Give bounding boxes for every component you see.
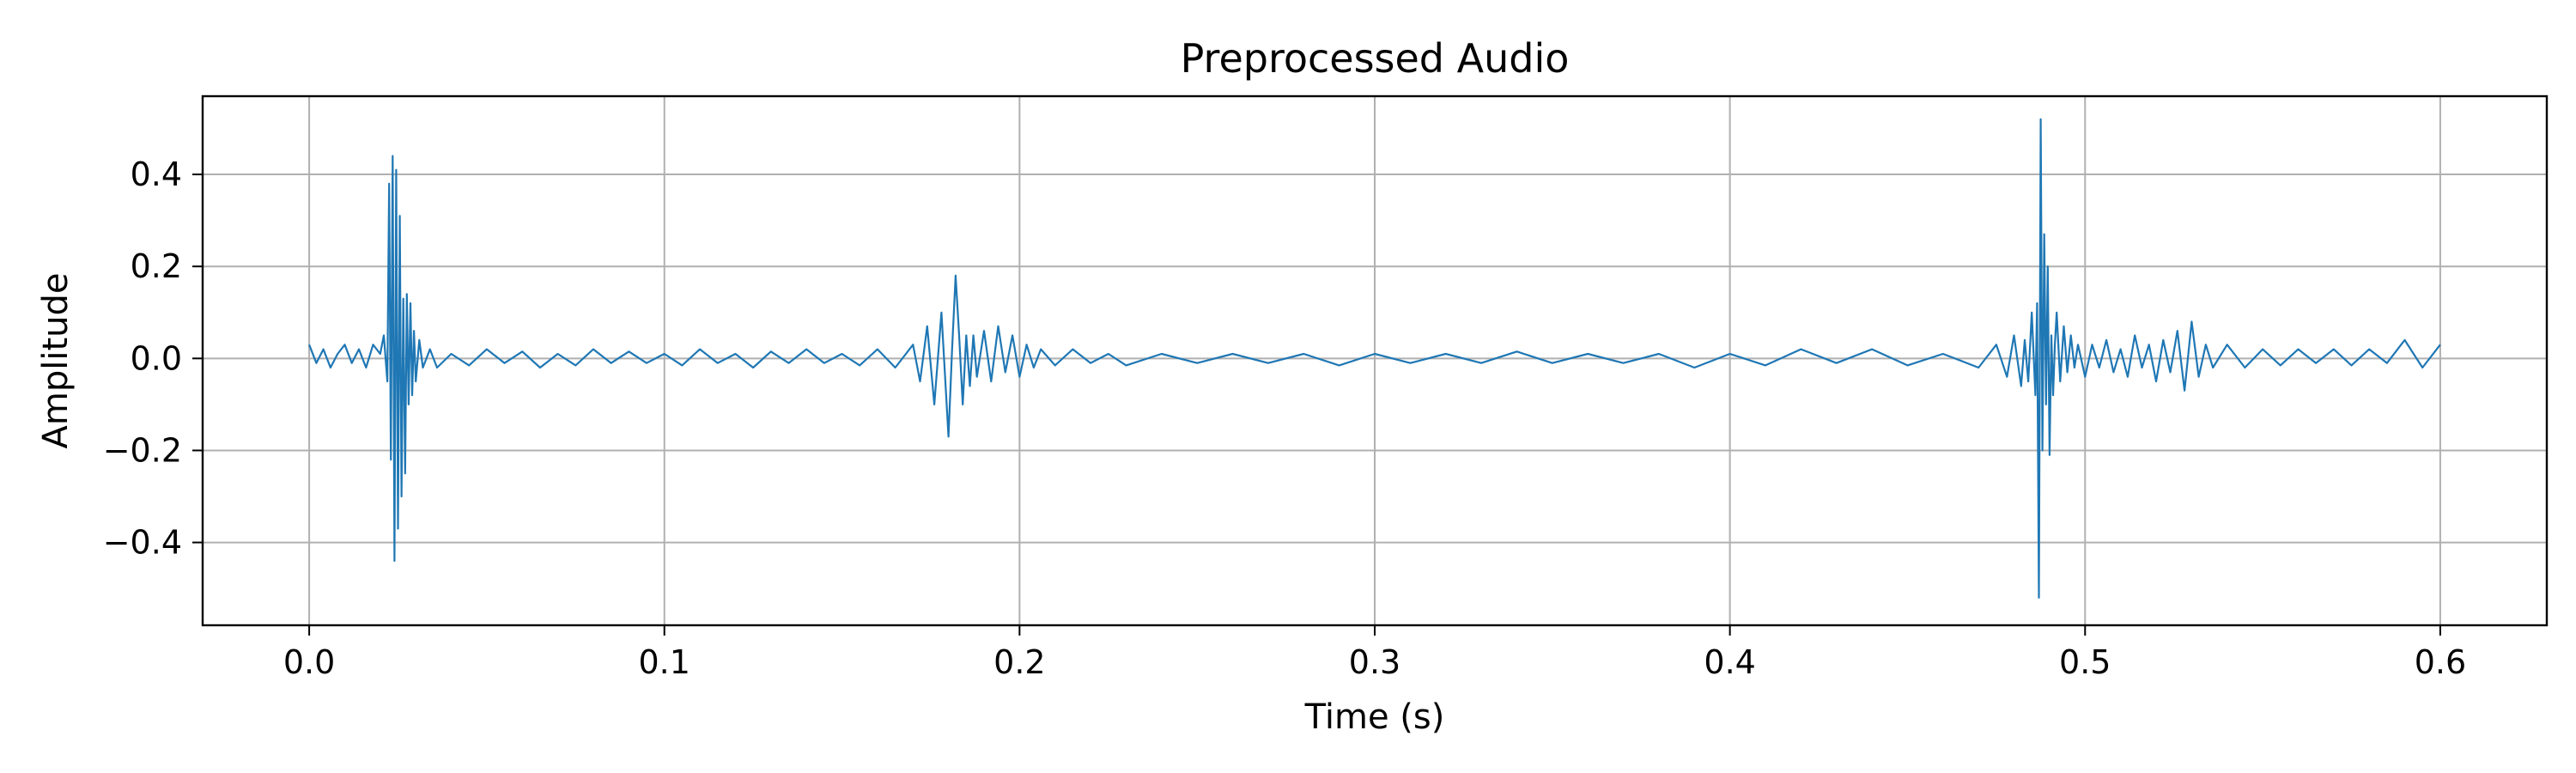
x-tick-label: 0.4	[1704, 643, 1755, 681]
x-axis-label: Time (s)	[1304, 697, 1445, 737]
y-tick-label: 0.4	[131, 155, 182, 193]
x-tick-label: 0.3	[1349, 643, 1400, 681]
x-tick-label: 0.6	[2415, 643, 2466, 681]
y-tick-label: −0.4	[103, 524, 182, 562]
x-axis-ticks: 0.0 0.1 0.2 0.3 0.4 0.5 0.6	[283, 625, 2466, 681]
y-tick-label: −0.2	[103, 431, 182, 469]
y-axis-ticks: −0.4 −0.2 0.0 0.2 0.4	[103, 155, 203, 562]
x-tick-label: 0.5	[2059, 643, 2111, 681]
x-tick-label: 0.0	[283, 643, 335, 681]
y-tick-label: 0.2	[131, 247, 182, 285]
chart-title: Preprocessed Audio	[1181, 35, 1570, 82]
x-tick-label: 0.1	[639, 643, 690, 681]
y-tick-label: 0.0	[131, 339, 182, 377]
y-axis-label: Amplitude	[36, 273, 76, 449]
grid-lines	[203, 96, 2547, 625]
x-tick-label: 0.2	[993, 643, 1045, 681]
series-line	[308, 118, 2441, 599]
